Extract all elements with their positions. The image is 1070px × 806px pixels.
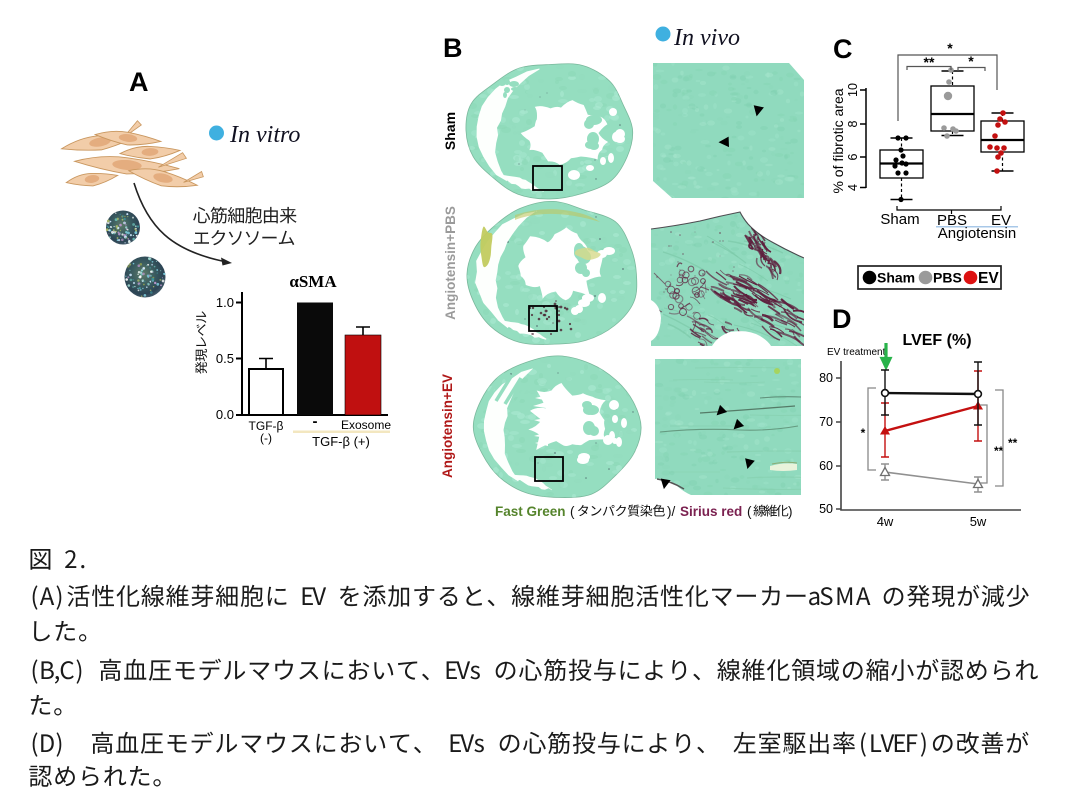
svg-text:Sham: Sham [442,112,458,150]
svg-text:80: 80 [819,371,833,385]
svg-text:6: 6 [846,153,860,160]
svg-text:4w: 4w [877,514,894,529]
svg-text:Sirius red: Sirius red [680,504,742,519]
svg-text:Fast Green: Fast Green [495,504,566,519]
svg-text:EV: EV [978,270,999,287]
svg-text:In vivo: In vivo [673,25,740,51]
svg-text:(: ( [570,504,575,519]
svg-text:% of fibrotic area: % of fibrotic area [830,88,846,193]
svg-text:TGF-β (+): TGF-β (+) [312,434,370,449]
svg-text:*: * [861,426,866,440]
svg-text:0.0: 0.0 [216,407,234,422]
svg-text:-: - [313,413,318,430]
svg-text:D: D [832,304,852,334]
svg-text:(: ( [747,504,752,519]
svg-text:0.5: 0.5 [216,351,234,366]
svg-text:EV treatment: EV treatment [827,347,886,358]
svg-text:PBS: PBS [933,270,962,286]
svg-text:Exosome: Exosome [341,418,391,432]
svg-text:(-): (-) [260,431,272,445]
svg-text:B: B [443,33,463,63]
svg-text:TGF-β: TGF-β [249,419,284,433]
svg-text:5w: 5w [970,514,987,529]
svg-text:60: 60 [819,459,833,473]
svg-text:EV: EV [991,212,1011,229]
svg-text:C: C [833,34,853,64]
svg-text:10: 10 [846,83,860,97]
svg-text:): ) [788,504,793,519]
svg-text:**: ** [1008,436,1018,450]
svg-text:A: A [129,67,149,97]
svg-text:8: 8 [846,120,860,127]
svg-text:70: 70 [819,415,833,429]
svg-text:1.0: 1.0 [216,295,234,310]
svg-text:Angiotensin+EV: Angiotensin+EV [440,374,455,478]
svg-text:Angiotensin: Angiotensin [938,225,1016,242]
svg-text:50: 50 [819,502,833,516]
svg-text:Sham: Sham [880,211,919,228]
svg-text:Angiotensin+PBS: Angiotensin+PBS [443,206,458,320]
svg-text:*: * [968,53,974,69]
svg-text:αSMA: αSMA [289,272,337,291]
svg-text:In vitro: In vitro [229,122,300,148]
svg-text:4: 4 [846,184,860,191]
svg-text:)/: )/ [667,504,675,519]
svg-text:**: ** [994,444,1004,458]
svg-text:PBS: PBS [937,212,967,229]
svg-text:*: * [947,40,953,56]
svg-text:Sham: Sham [877,270,915,286]
svg-text:**: ** [924,54,935,70]
svg-text:LVEF (%): LVEF (%) [902,332,971,349]
